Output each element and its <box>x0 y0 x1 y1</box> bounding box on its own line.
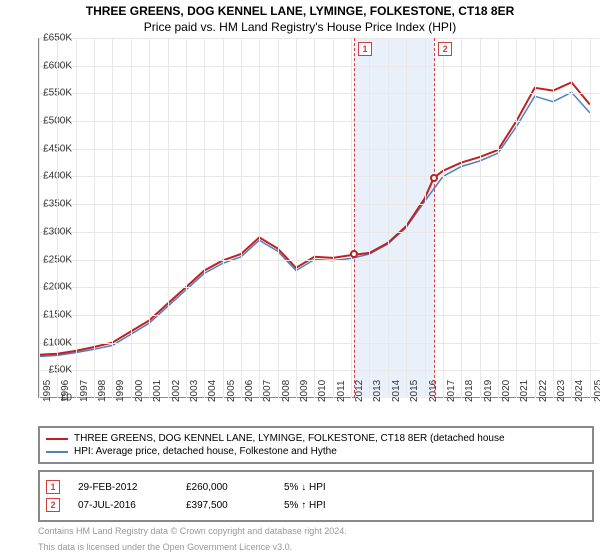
sale-price: £260,000 <box>186 482 266 493</box>
chart-container: { "title": "THREE GREENS, DOG KENNEL LAN… <box>0 0 600 560</box>
x-axis-label: 2002 <box>171 380 182 402</box>
chart-svg <box>39 38 599 398</box>
x-axis-label: 2009 <box>299 380 310 402</box>
sale-marker-1: 1 <box>358 42 372 56</box>
x-axis-label: 2024 <box>574 380 585 402</box>
x-axis-label: 2011 <box>336 380 347 402</box>
x-axis-label: 2013 <box>372 380 383 402</box>
x-axis-label: 2010 <box>317 380 328 402</box>
x-axis-label: 2021 <box>519 380 530 402</box>
legend-label: THREE GREENS, DOG KENNEL LANE, LYMINGE, … <box>74 433 505 444</box>
x-axis-label: 2000 <box>134 380 145 402</box>
x-axis-label: 2019 <box>483 380 494 402</box>
legend-label: HPI: Average price, detached house, Folk… <box>74 446 337 457</box>
sale-delta: 5% ↑ HPI <box>284 500 326 511</box>
x-axis-label: 1999 <box>115 380 126 402</box>
x-axis-label: 2017 <box>446 380 457 402</box>
legend: THREE GREENS, DOG KENNEL LANE, LYMINGE, … <box>38 426 594 464</box>
x-axis-label: 2007 <box>262 380 273 402</box>
x-axis-label: 1996 <box>60 380 71 402</box>
sale-row-marker: 1 <box>46 480 60 494</box>
chart-subtitle: Price paid vs. HM Land Registry's House … <box>0 18 600 38</box>
x-axis-label: 2016 <box>428 380 439 402</box>
x-axis-label: 2005 <box>226 380 237 402</box>
plot-area: £0£50K£100K£150K£200K£250K£300K£350K£400… <box>38 38 598 398</box>
x-axis-label: 1998 <box>97 380 108 402</box>
sale-marker-2: 2 <box>438 42 452 56</box>
sale-row-marker: 2 <box>46 498 60 512</box>
legend-swatch <box>46 451 68 453</box>
y-axis-label: £50K <box>49 365 72 376</box>
x-axis-label: 2012 <box>354 380 365 402</box>
sale-point <box>430 174 438 182</box>
x-axis-label: 2020 <box>501 380 512 402</box>
footer-line-1: Contains HM Land Registry data © Crown c… <box>38 526 594 538</box>
x-axis-label: 2006 <box>244 380 255 402</box>
footer-line-2: This data is licensed under the Open Gov… <box>38 542 594 554</box>
x-axis-label: 2008 <box>281 380 292 402</box>
x-axis-label: 1997 <box>79 380 90 402</box>
sale-point <box>350 250 358 258</box>
legend-item: HPI: Average price, detached house, Folk… <box>46 445 586 458</box>
chart-title: THREE GREENS, DOG KENNEL LANE, LYMINGE, … <box>0 0 600 18</box>
sale-delta: 5% ↓ HPI <box>284 482 326 493</box>
x-axis-label: 2015 <box>409 380 420 402</box>
x-axis-label: 2003 <box>189 380 200 402</box>
sale-row: 1 29-FEB-2012 £260,000 5% ↓ HPI <box>46 478 586 496</box>
x-axis-label: 2025 <box>593 380 600 402</box>
sale-price: £397,500 <box>186 500 266 511</box>
x-axis-label: 2023 <box>556 380 567 402</box>
x-axis-label: 1995 <box>42 380 53 402</box>
sale-date: 29-FEB-2012 <box>78 482 168 493</box>
legend-swatch <box>46 438 68 440</box>
sale-row: 2 07-JUL-2016 £397,500 5% ↑ HPI <box>46 496 586 514</box>
x-axis-label: 2022 <box>538 380 549 402</box>
sales-table: 1 29-FEB-2012 £260,000 5% ↓ HPI 2 07-JUL-2016… <box>38 470 594 522</box>
x-axis-label: 2014 <box>391 380 402 402</box>
x-axis-label: 2018 <box>464 380 475 402</box>
sale-date: 07-JUL-2016 <box>78 500 168 511</box>
legend-item: THREE GREENS, DOG KENNEL LANE, LYMINGE, … <box>46 432 586 445</box>
x-axis-label: 2004 <box>207 380 218 402</box>
x-axis-label: 2001 <box>152 380 163 402</box>
